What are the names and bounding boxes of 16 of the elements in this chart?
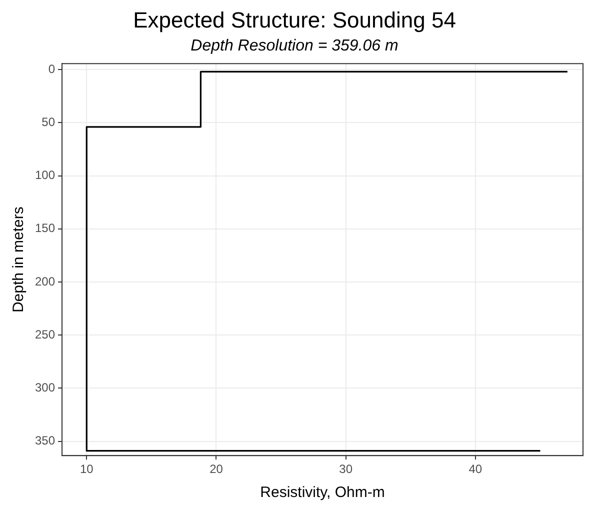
x-tick-label: 20: [210, 462, 224, 476]
y-tick-label: 0: [48, 62, 56, 76]
chart-subtitle: Depth Resolution = 359.06 m: [190, 37, 398, 54]
x-axis-title: Resistivity, Ohm-m: [260, 484, 385, 502]
y-axis-title: Depth in meters: [10, 206, 28, 313]
chart-title: Expected Structure: Sounding 54: [133, 7, 456, 32]
y-tick-label: 50: [42, 114, 56, 129]
y-tick-label: 300: [34, 380, 56, 394]
y-tick-label: 250: [34, 327, 56, 342]
y-tick-label: 350: [34, 434, 56, 448]
y-tick-label: 200: [34, 274, 56, 288]
y-tick-label: 150: [34, 221, 56, 236]
x-tick-label: 40: [468, 462, 482, 476]
x-tick-label: 10: [80, 462, 94, 476]
y-tick-label: 100: [34, 168, 56, 182]
x-tick-label: 30: [339, 462, 353, 476]
